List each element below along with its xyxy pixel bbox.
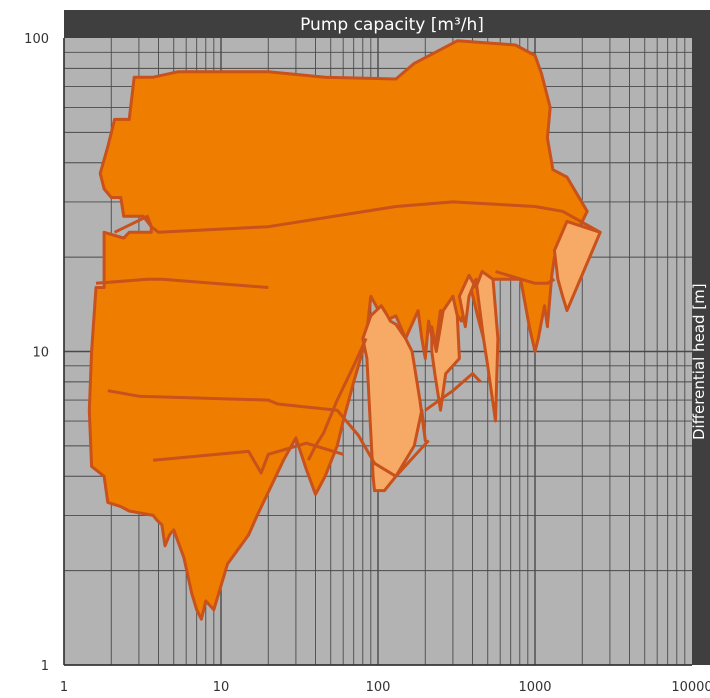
curve-outline-3 [153, 441, 344, 475]
x-tick-label: 100 [366, 680, 391, 695]
x-tick-label: 1 [60, 680, 68, 695]
curve-outline-2 [95, 277, 269, 289]
coverage-region-light-1 [552, 219, 602, 313]
curve-outline-4 [495, 270, 556, 285]
curve-outline-5 [306, 337, 368, 461]
curve-outlines [95, 200, 601, 478]
curve-outline-0 [113, 200, 601, 234]
x-tick-label: 10 [213, 680, 230, 695]
coverage-region-light-2 [361, 304, 427, 493]
x-tick-label: 10000 [671, 680, 710, 695]
coverage-region-light-3 [457, 270, 500, 423]
coverage-region-light-4 [430, 294, 461, 412]
x-tick-label: 1000 [518, 680, 551, 695]
y-tick-label: 10 [32, 346, 49, 361]
curve-outline-6 [424, 372, 482, 412]
coverage-region-main-0 [87, 39, 589, 621]
x-tick-labels: 1 10 100 1000 10000 [60, 680, 710, 695]
curve-outline-1 [107, 389, 430, 478]
coverage-regions [87, 39, 602, 621]
y-axis-label: Differential head [m] [690, 283, 708, 440]
y-tick-label: 1 [41, 659, 49, 674]
header-band [64, 10, 710, 38]
right-band [692, 38, 710, 665]
y-tick-labels: 1 10 100 [24, 32, 49, 674]
chart-title: Pump capacity [m³/h] [300, 15, 484, 35]
y-tick-label: 100 [24, 32, 49, 47]
